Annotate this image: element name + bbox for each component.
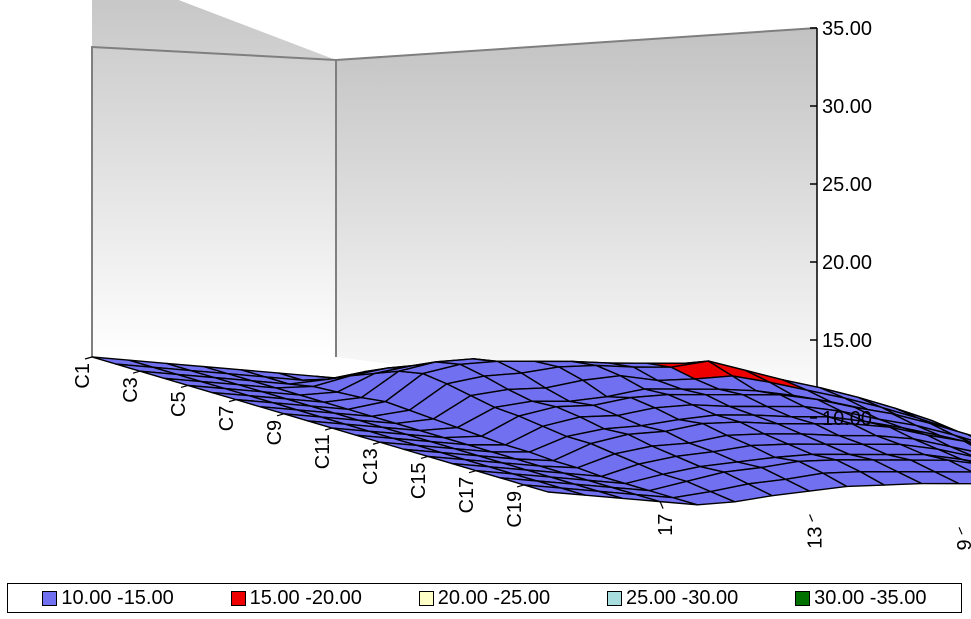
legend-label: 10.00 -15.00 xyxy=(61,586,174,609)
surface-mesh xyxy=(91,356,971,506)
z-tick-label: 30.00 xyxy=(822,96,872,118)
x-tick xyxy=(420,455,429,460)
back-wall xyxy=(336,28,817,418)
surface-cell xyxy=(937,448,971,462)
x-axis-series-labels: C1 C3 C5 C7 C9 C11 C13 C15 C17 C19 xyxy=(72,356,526,528)
legend-item: 10.00 -15.00 xyxy=(42,586,174,610)
x-tick xyxy=(180,384,189,388)
legend-label: 15.00 -20.00 xyxy=(249,586,362,609)
legend-item: 30.00 -35.00 xyxy=(795,586,927,610)
x-tick-label: C15 xyxy=(408,462,430,499)
z-tick-label: 20.00 xyxy=(822,252,872,274)
surface-cell xyxy=(910,459,971,473)
x-tick-label: C9 xyxy=(264,420,286,446)
x-tick-label: C3 xyxy=(120,377,142,403)
legend-label: 25.00 -30.00 xyxy=(625,586,739,609)
left-wall xyxy=(92,0,336,357)
surface-chart: 10.00 15.00 20.00 25.00 30.00 35.00 C1 C3 C5 C7 C… xyxy=(72,0,971,550)
x-tick-label: C11 xyxy=(312,434,334,469)
x-tick-label: C13 xyxy=(360,448,382,485)
surface-cell xyxy=(934,471,971,485)
legend-item: 20.00 -25.00 xyxy=(418,586,551,610)
x-tick xyxy=(516,484,525,488)
surface-cell xyxy=(961,458,971,463)
surface-cell xyxy=(953,434,971,444)
back-walls xyxy=(91,0,818,418)
x-tick xyxy=(228,399,237,403)
x-tick xyxy=(84,356,93,360)
x-tick xyxy=(132,370,141,374)
y-tick xyxy=(659,501,664,509)
legend-swatch xyxy=(795,590,811,606)
x-tick-label: C19 xyxy=(504,491,526,528)
z-tick-label: 25.00 xyxy=(822,174,872,196)
x-tick xyxy=(372,441,381,445)
y-axis-category-labels: 1591317 xyxy=(655,501,971,550)
z-axis: 10.00 15.00 20.00 25.00 30.00 35.00 xyxy=(810,18,872,430)
y-tick xyxy=(809,514,814,522)
x-tick-label: C1 xyxy=(72,363,94,389)
x-tick-label: C7 xyxy=(216,406,238,432)
surface-cell xyxy=(966,433,971,437)
legend-label: 20.00 -25.00 xyxy=(437,586,551,609)
legend-swatch xyxy=(42,590,58,606)
y-tick xyxy=(958,527,963,535)
z-tick-label: 35.00 xyxy=(822,18,872,40)
surface-cell xyxy=(913,438,971,457)
y-tick-label: 9 xyxy=(954,539,971,550)
y-tick-label: 13 xyxy=(805,526,827,548)
x-tick-label: C17 xyxy=(456,477,478,514)
legend-swatch xyxy=(606,590,622,606)
legend-swatch xyxy=(230,590,246,606)
y-tick-label: 17 xyxy=(655,514,677,536)
legend: 10.00 -15.00 15.00 -20.00 20.00 -25.00 25.0… xyxy=(7,583,962,613)
legend-item: 15.00 -20.00 xyxy=(230,586,362,610)
surface-cell xyxy=(926,434,971,452)
surface-cell xyxy=(929,422,971,441)
legend-item: 25.00 -30.00 xyxy=(606,586,739,610)
legend-swatch xyxy=(418,590,434,606)
x-tick xyxy=(324,427,333,431)
z-tick-label: 15.00 xyxy=(822,330,872,352)
surface-cell xyxy=(950,446,971,457)
z-tick-label: 10.00 xyxy=(822,408,872,430)
wall-top-edge xyxy=(91,27,818,357)
x-tick-label: C5 xyxy=(168,391,190,417)
x-tick xyxy=(276,413,285,417)
surface-cell xyxy=(947,459,971,473)
surface-cell xyxy=(963,440,971,446)
legend-label: 30.00 -35.00 xyxy=(814,586,927,609)
x-tick xyxy=(468,470,477,474)
